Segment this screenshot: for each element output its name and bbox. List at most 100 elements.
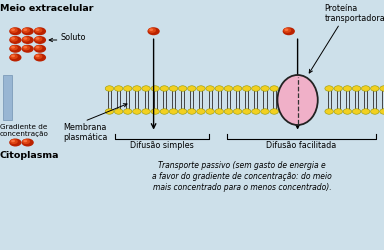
Circle shape	[124, 109, 132, 114]
Circle shape	[35, 45, 42, 50]
Circle shape	[160, 109, 169, 114]
Circle shape	[361, 109, 370, 114]
Circle shape	[22, 28, 30, 33]
Circle shape	[334, 86, 343, 91]
Circle shape	[215, 86, 223, 91]
Circle shape	[35, 36, 42, 42]
Circle shape	[233, 86, 242, 91]
Circle shape	[35, 54, 42, 59]
Circle shape	[9, 27, 22, 35]
FancyBboxPatch shape	[3, 75, 12, 120]
Circle shape	[169, 109, 178, 114]
Circle shape	[197, 109, 205, 114]
Circle shape	[283, 28, 291, 33]
Circle shape	[160, 86, 169, 91]
Circle shape	[114, 86, 123, 91]
Text: Gradiente de
concentração: Gradiente de concentração	[0, 124, 49, 137]
Circle shape	[343, 86, 352, 91]
Text: Citoplasma: Citoplasma	[0, 151, 60, 160]
Text: Meio extracelular: Meio extracelular	[0, 4, 93, 13]
Circle shape	[34, 45, 46, 53]
Circle shape	[34, 27, 46, 35]
Circle shape	[371, 86, 379, 91]
Circle shape	[179, 109, 187, 114]
Circle shape	[9, 45, 22, 53]
Circle shape	[9, 36, 22, 44]
Circle shape	[114, 109, 123, 114]
Circle shape	[11, 28, 15, 31]
Text: Difusão simples: Difusão simples	[130, 141, 194, 150]
Circle shape	[224, 109, 233, 114]
Circle shape	[11, 55, 15, 57]
Text: Membrana
plasmática: Membrana plasmática	[63, 122, 108, 142]
Circle shape	[261, 86, 269, 91]
Circle shape	[22, 138, 34, 146]
Circle shape	[10, 45, 18, 50]
Circle shape	[10, 28, 18, 33]
Text: Soluto: Soluto	[61, 34, 86, 42]
Circle shape	[343, 109, 352, 114]
Circle shape	[206, 109, 214, 114]
Circle shape	[233, 109, 242, 114]
Circle shape	[243, 86, 251, 91]
Text: Transporte passivo (sem gasto de energia e
a favor do gradiente de concentração:: Transporte passivo (sem gasto de energia…	[152, 161, 332, 192]
Circle shape	[187, 109, 196, 114]
Circle shape	[283, 27, 295, 35]
Circle shape	[206, 86, 214, 91]
Circle shape	[34, 54, 46, 62]
Circle shape	[371, 109, 379, 114]
Circle shape	[133, 109, 141, 114]
Circle shape	[22, 139, 30, 144]
Ellipse shape	[277, 75, 318, 125]
Circle shape	[10, 54, 18, 59]
Circle shape	[10, 36, 18, 42]
Circle shape	[252, 86, 260, 91]
Circle shape	[149, 28, 153, 31]
Circle shape	[243, 109, 251, 114]
Circle shape	[36, 46, 40, 48]
Circle shape	[11, 140, 15, 142]
Circle shape	[169, 86, 178, 91]
Circle shape	[22, 45, 34, 53]
Circle shape	[133, 86, 141, 91]
Circle shape	[380, 109, 384, 114]
Circle shape	[22, 27, 34, 35]
Circle shape	[11, 37, 15, 40]
Circle shape	[10, 139, 18, 144]
Circle shape	[34, 36, 46, 44]
Circle shape	[179, 86, 187, 91]
Circle shape	[22, 36, 30, 42]
Circle shape	[23, 37, 27, 40]
Text: Difusão facilitada: Difusão facilitada	[266, 141, 336, 150]
Circle shape	[22, 36, 34, 44]
Circle shape	[22, 45, 30, 50]
Circle shape	[353, 86, 361, 91]
Text: Proteína
transportadora: Proteína transportadora	[324, 4, 384, 23]
Circle shape	[23, 140, 27, 142]
Circle shape	[151, 109, 159, 114]
Circle shape	[215, 109, 223, 114]
Circle shape	[142, 109, 150, 114]
Circle shape	[9, 138, 22, 146]
Circle shape	[151, 86, 159, 91]
Circle shape	[105, 86, 114, 91]
Circle shape	[361, 86, 370, 91]
Circle shape	[334, 109, 343, 114]
Circle shape	[36, 55, 40, 57]
Circle shape	[270, 86, 278, 91]
Circle shape	[36, 28, 40, 31]
Circle shape	[325, 86, 333, 91]
Circle shape	[9, 54, 22, 62]
Circle shape	[36, 37, 40, 40]
Circle shape	[23, 46, 27, 48]
Circle shape	[11, 46, 15, 48]
Circle shape	[261, 109, 269, 114]
Circle shape	[148, 28, 156, 33]
Circle shape	[187, 86, 196, 91]
Circle shape	[353, 109, 361, 114]
Circle shape	[252, 109, 260, 114]
Circle shape	[285, 28, 288, 31]
Circle shape	[105, 109, 114, 114]
Circle shape	[380, 86, 384, 91]
Circle shape	[197, 86, 205, 91]
